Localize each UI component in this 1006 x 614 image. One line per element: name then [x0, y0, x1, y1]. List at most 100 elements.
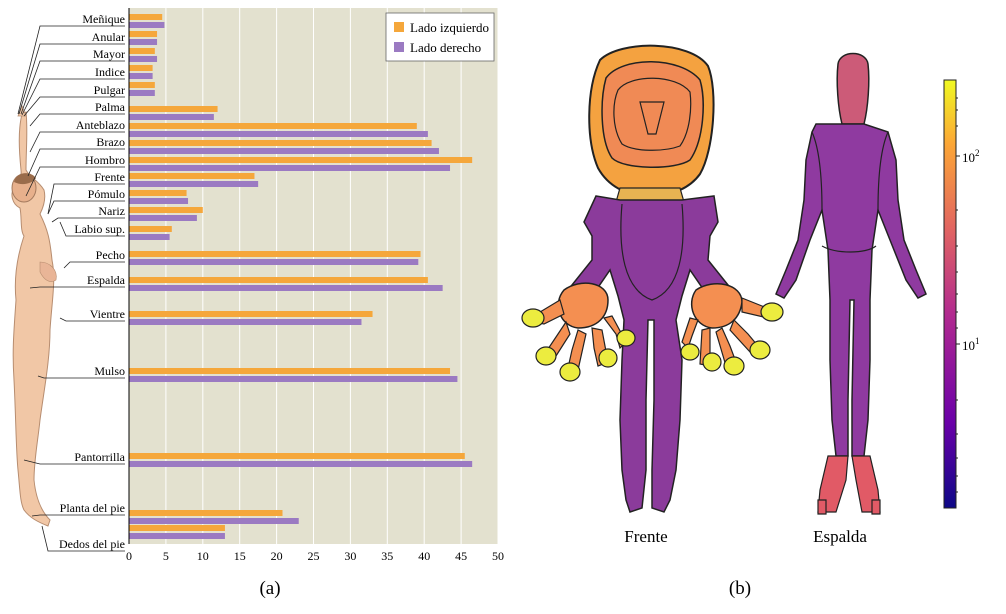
- bar-left: [129, 311, 373, 317]
- leader-line: [59, 221, 125, 237]
- leader-line: [47, 183, 125, 215]
- leader-line: [63, 261, 125, 269]
- bar-right: [129, 319, 362, 325]
- body-map-front: [521, 44, 784, 513]
- colorbar-tick-100: 102: [962, 148, 980, 165]
- bar-right: [129, 461, 473, 467]
- leader-line: [29, 113, 125, 127]
- bar-left: [129, 226, 172, 232]
- x-tick-label: 10: [197, 549, 209, 563]
- x-ticks: 0 5 10 15 20 25 30 35 40 45 50: [126, 549, 504, 563]
- leader-line: [27, 148, 125, 177]
- x-tick-label: 30: [344, 549, 356, 563]
- category-label: Pulgar: [94, 83, 125, 97]
- bar-right: [129, 198, 189, 204]
- legend-swatch-left: [394, 22, 404, 32]
- category-label: Pómulo: [88, 187, 125, 201]
- x-tick-label: 0: [126, 549, 132, 563]
- legend-label-right: Lado derecho: [410, 40, 481, 55]
- legend-label-left: Lado izquierdo: [410, 20, 489, 35]
- x-tick-label: 25: [308, 549, 320, 563]
- bar-right: [129, 215, 197, 221]
- bar-left: [129, 140, 432, 146]
- bar-left: [129, 173, 255, 179]
- category-label: Brazo: [96, 135, 125, 149]
- x-tick-label: 5: [163, 549, 169, 563]
- bar-right: [129, 533, 225, 539]
- x-tick-label: 50: [492, 549, 504, 563]
- bar-right: [129, 259, 419, 265]
- leader-line: [31, 514, 125, 517]
- bar-left: [129, 453, 465, 459]
- bar-left: [129, 106, 218, 112]
- leader-line: [37, 375, 125, 379]
- bar-right: [129, 56, 158, 62]
- leader-line: [41, 525, 125, 552]
- category-label: Hombro: [85, 153, 125, 167]
- bar-right: [129, 165, 451, 171]
- bar-left: [129, 368, 451, 374]
- leader-line: [29, 131, 125, 153]
- category-label: Meñique: [82, 12, 125, 26]
- bar-left: [129, 525, 225, 531]
- bar-left: [129, 14, 163, 20]
- category-label: Labio sup.: [74, 222, 125, 236]
- leader-line: [23, 459, 125, 465]
- x-tick-label: 20: [271, 549, 283, 563]
- bar-right: [129, 518, 299, 524]
- leader-line: [59, 317, 125, 322]
- category-label: Mulso: [94, 364, 125, 378]
- bar-left: [129, 207, 203, 213]
- front-hand-right: [691, 283, 743, 329]
- bars: [129, 14, 473, 539]
- front-nose: [639, 101, 665, 135]
- front-chest-line: [620, 203, 684, 301]
- leader-line: [17, 25, 125, 115]
- back-head: [836, 52, 870, 125]
- category-label: Mayor: [93, 47, 125, 61]
- category-label: Frente: [94, 170, 125, 184]
- bar-left: [129, 123, 417, 129]
- bar-left: [129, 157, 473, 163]
- category-label: Pecho: [96, 248, 125, 262]
- category-label: Espalda: [87, 273, 126, 287]
- bar-right: [129, 39, 158, 45]
- bar-right: [129, 131, 428, 137]
- category-label: Anular: [92, 30, 125, 44]
- back-waist-line: [821, 245, 877, 253]
- leader-line: [18, 43, 125, 115]
- label-espalda: Espalda: [813, 527, 867, 546]
- category-label: Indice: [95, 65, 125, 79]
- front-fingertips: [521, 302, 784, 382]
- body-map-back: [775, 52, 927, 515]
- bar-left: [129, 277, 428, 283]
- x-tick-label: 35: [381, 549, 393, 563]
- bar-right: [129, 181, 259, 187]
- bar-right: [129, 114, 214, 120]
- bar-left: [129, 48, 155, 54]
- legend-swatch-right: [394, 42, 404, 52]
- leader-line: [25, 166, 125, 197]
- category-label: Nariz: [98, 204, 125, 218]
- bar-right: [129, 234, 170, 240]
- category-label: Pantorrilla: [74, 450, 125, 464]
- bar-left: [129, 190, 187, 196]
- bar-left: [129, 65, 153, 71]
- category-label: Anteblazo: [76, 118, 125, 132]
- bar-right: [129, 22, 165, 28]
- bar-right: [129, 90, 155, 96]
- colorbar-ticks: [956, 97, 960, 493]
- bar-right: [129, 73, 153, 79]
- bar-left: [129, 251, 421, 257]
- category-label: Palma: [95, 100, 126, 114]
- leader-lines: [17, 25, 125, 552]
- colorbar-tick-10: 101: [962, 336, 980, 353]
- leader-line: [47, 200, 125, 215]
- leader-line: [20, 60, 125, 115]
- leader-line: [51, 217, 125, 223]
- category-labels: Meñique Anular Mayor Indice Pulgar Palma Anteb…: [59, 12, 126, 551]
- x-tick-label: 15: [234, 549, 246, 563]
- panel-a-caption: (a): [259, 578, 280, 599]
- bar-right: [129, 376, 458, 382]
